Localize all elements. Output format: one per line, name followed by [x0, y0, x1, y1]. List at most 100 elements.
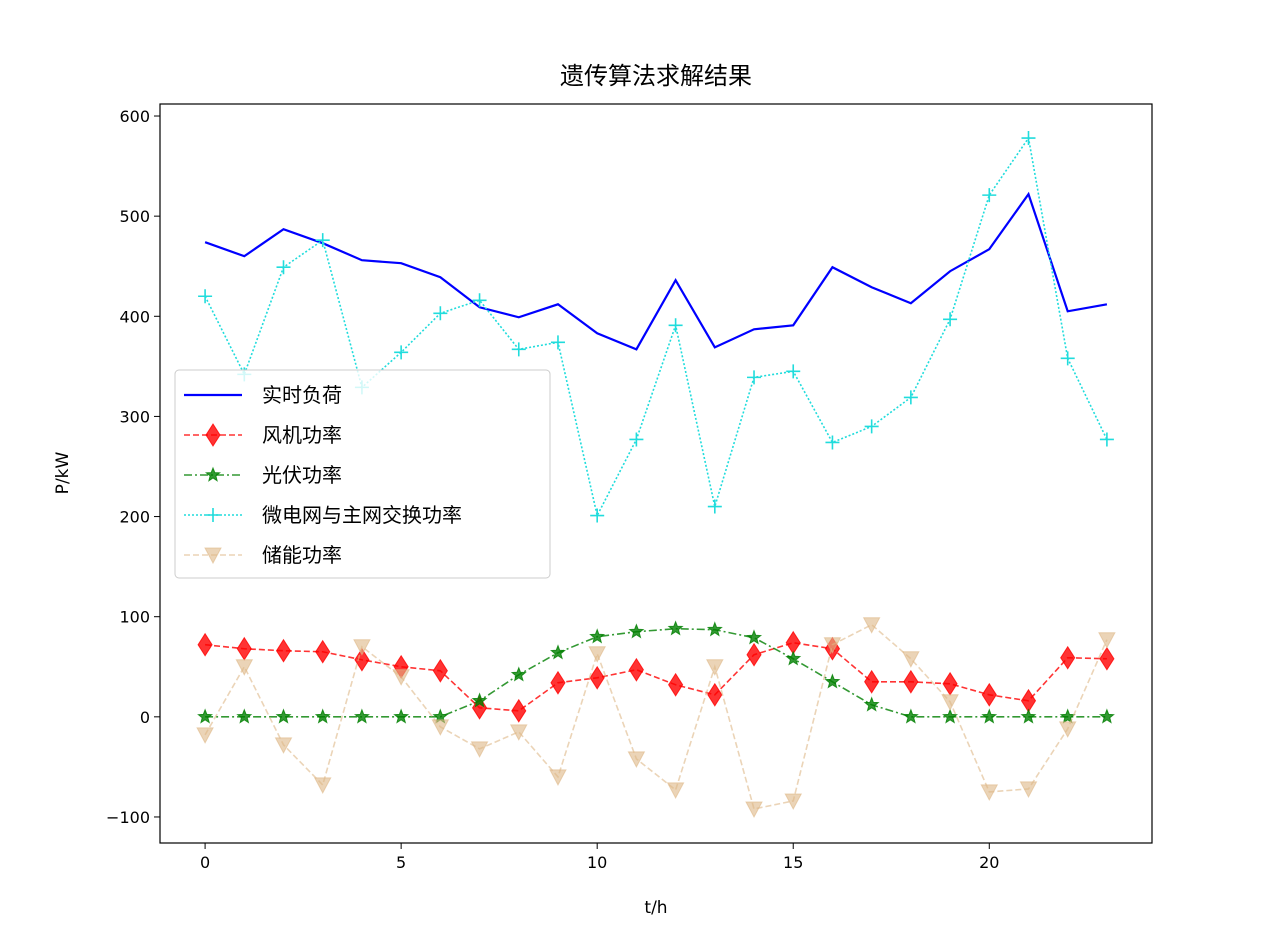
data-point-triangle-down [353, 639, 371, 656]
data-point-star [353, 708, 370, 724]
data-point-diamond [1060, 645, 1076, 670]
series-0 [204, 191, 1108, 351]
data-point-diamond [903, 669, 919, 694]
data-point-plus [1021, 131, 1036, 146]
x-tick-label: 10 [587, 853, 607, 872]
data-point-diamond [746, 642, 762, 667]
data-point-plus [472, 293, 487, 308]
data-point-plus [864, 419, 879, 434]
data-point-triangle-down [1058, 721, 1077, 738]
data-point-plus [315, 233, 330, 248]
data-point-star [902, 708, 919, 724]
data-point-diamond [1099, 646, 1115, 671]
data-point-star [863, 696, 880, 712]
data-point-triangle-down [549, 769, 567, 786]
data-point-plus [707, 499, 722, 514]
data-point-triangle-down [666, 782, 685, 799]
data-point-star [236, 708, 253, 724]
data-point-diamond [785, 630, 801, 655]
series-line [205, 641, 1107, 712]
data-point-triangle-down [980, 784, 999, 801]
data-point-triangle-down [823, 637, 842, 654]
data-point-plus [198, 289, 213, 304]
data-point-star [746, 629, 763, 645]
data-point-star [589, 628, 606, 644]
data-point-triangle-down [588, 646, 607, 663]
y-tick-label: 300 [119, 407, 150, 426]
data-point-star [1059, 708, 1076, 724]
data-point-diamond [628, 657, 644, 682]
y-tick-label: 100 [119, 608, 150, 627]
y-tick-label: 0 [140, 708, 150, 727]
data-point-diamond [668, 672, 684, 697]
data-point-triangle-down [274, 737, 293, 754]
data-point-star [549, 644, 566, 660]
legend-label: 实时负荷 [262, 383, 342, 407]
data-point-triangle-down [235, 659, 254, 676]
data-point-diamond [864, 669, 880, 694]
data-point-star [1020, 708, 1037, 724]
data-point-triangle-down [627, 751, 646, 768]
data-point-triangle-down [431, 719, 450, 736]
x-tick-label: 5 [396, 853, 406, 872]
data-point-triangle-down [392, 669, 410, 686]
data-point-diamond [511, 698, 527, 723]
data-point-plus [903, 390, 918, 405]
y-tick-label: −100 [106, 808, 150, 827]
data-point-diamond [707, 682, 723, 707]
y-tick-label: 500 [119, 207, 150, 226]
legend-label: 光伏功率 [262, 463, 342, 487]
data-point-diamond [315, 639, 331, 664]
data-point-plus [276, 260, 291, 275]
x-tick-label: 20 [979, 853, 999, 872]
data-point-triangle-down [313, 777, 332, 794]
data-point-triangle-down [509, 724, 528, 741]
data-point-star [981, 708, 998, 724]
y-tick-label: 600 [119, 107, 150, 126]
legend-label: 微电网与主网交换功率 [262, 503, 462, 527]
data-point-plus [206, 508, 220, 522]
data-point-triangle-down [784, 793, 803, 811]
series-line [204, 191, 1108, 351]
data-point-triangle-down [862, 617, 881, 634]
data-point-star [393, 708, 410, 724]
data-point-diamond [236, 636, 252, 661]
data-point-star [942, 708, 959, 724]
series-1 [197, 630, 1115, 723]
data-point-star [471, 692, 488, 708]
data-point-triangle-down [705, 659, 724, 676]
data-point-diamond [354, 647, 370, 672]
data-point-plus [982, 188, 997, 203]
data-point-star [667, 620, 684, 636]
chart-title: 遗传算法求解结果 [560, 62, 752, 90]
data-point-plus [394, 345, 409, 360]
x-tick-label: 0 [200, 853, 210, 872]
data-point-star [204, 466, 222, 482]
data-point-star [1098, 708, 1115, 724]
data-point-triangle-down [1098, 632, 1116, 649]
data-point-diamond [550, 670, 566, 695]
data-point-plus [511, 342, 526, 357]
data-point-plus [1060, 351, 1075, 366]
data-point-diamond [197, 632, 213, 657]
data-point-plus [668, 318, 683, 333]
x-axis-label: t/h [644, 898, 667, 918]
y-tick-label: 200 [119, 508, 150, 527]
y-axis-label: P/kW [53, 451, 73, 494]
data-point-star [314, 708, 331, 724]
data-point-diamond [275, 638, 292, 663]
data-point-triangle-down [470, 741, 489, 758]
data-point-plus [550, 335, 565, 350]
data-point-star [785, 650, 802, 666]
data-point-plus [747, 370, 762, 385]
data-point-plus [1099, 432, 1114, 447]
series-2 [197, 620, 1115, 724]
data-point-diamond [981, 682, 997, 707]
x-tick-label: 15 [783, 853, 803, 872]
data-point-star [275, 708, 292, 724]
data-point-star [510, 666, 527, 682]
data-point-plus [786, 364, 801, 379]
series-line [204, 623, 1108, 810]
